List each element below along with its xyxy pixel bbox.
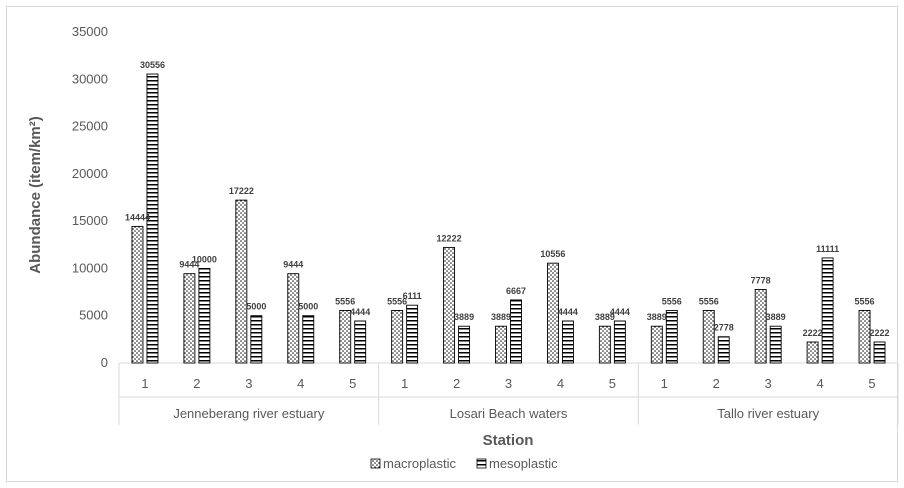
x-tick-label: 4 — [297, 376, 304, 391]
y-axis-ticks: 0 5000 10000 15000 20000 25000 30000 35000 — [72, 24, 108, 370]
bar-mesoplastic — [821, 257, 834, 364]
bar-macroplastic — [858, 310, 871, 364]
data-label-mesoplastic: 4444 — [558, 307, 578, 317]
bar-mesoplastic — [354, 320, 367, 364]
y-tick-label: 35000 — [72, 24, 108, 39]
data-label-macroplastic: 12222 — [437, 233, 462, 243]
bar-macroplastic — [806, 341, 819, 364]
bar-macroplastic — [754, 288, 767, 364]
y-tick-label: 25000 — [72, 119, 108, 134]
legend-swatch-mesoplastic — [476, 458, 487, 469]
data-label-mesoplastic: 3889 — [454, 312, 474, 322]
x-tick-label: 3 — [245, 376, 252, 391]
bar-macroplastic — [443, 246, 456, 364]
data-label-macroplastic: 9444 — [283, 260, 303, 270]
bar-mesoplastic — [146, 73, 159, 364]
group-label: Losari Beach waters — [450, 406, 568, 421]
x-tick-label: 5 — [349, 376, 356, 391]
y-axis-title: Abundance (item/km²) — [27, 116, 44, 274]
bar-mesoplastic — [510, 299, 522, 364]
data-label-mesoplastic: 2778 — [714, 323, 734, 333]
y-tick-label: 5000 — [79, 308, 108, 323]
bar-macroplastic — [391, 310, 404, 364]
data-label-mesoplastic: 5000 — [298, 302, 318, 312]
data-label-mesoplastic: 10000 — [192, 254, 217, 264]
data-label-mesoplastic: 30556 — [140, 60, 165, 70]
bar-mesoplastic — [613, 320, 626, 364]
data-label-macroplastic: 9444 — [179, 260, 199, 270]
y-tick-label: 30000 — [72, 71, 108, 86]
data-label-macroplastic: 3889 — [647, 312, 667, 322]
y-tick-label: 15000 — [72, 213, 108, 228]
data-label-macroplastic: 17222 — [229, 186, 254, 196]
x-axis: 1 2 3 4 5 Jenneberang river estuary 1 2 3 4 5 Losar… — [118, 363, 899, 425]
bar-macroplastic — [235, 199, 248, 364]
data-label-macroplastic: 2222 — [803, 328, 823, 338]
y-tick-label: 10000 — [72, 260, 108, 275]
bar-macroplastic — [287, 273, 300, 364]
bar-mesoplastic — [198, 267, 211, 364]
legend-label-mesoplastic: mesoplastic — [489, 456, 558, 471]
legend: macroplastic mesoplastic — [370, 456, 558, 471]
bar-macroplastic — [131, 225, 144, 364]
bar-mesoplastic — [406, 304, 419, 364]
bar-mesoplastic — [873, 341, 886, 364]
x-tick-label: 5 — [609, 376, 616, 391]
x-tick-label: 3 — [765, 376, 772, 391]
bar-mesoplastic — [302, 315, 315, 364]
x-tick-label: 1 — [661, 376, 668, 391]
bar-macroplastic — [598, 325, 611, 364]
data-label-mesoplastic: 5000 — [246, 302, 266, 312]
x-axis-title: Station — [483, 432, 534, 449]
x-tick-label: 1 — [401, 376, 408, 391]
data-label-mesoplastic: 2222 — [870, 328, 890, 338]
data-label-macroplastic: 3889 — [491, 312, 511, 322]
bar-mesoplastic — [717, 336, 730, 364]
data-label-macroplastic: 5556 — [699, 296, 719, 306]
bar-mesoplastic — [665, 310, 678, 364]
bar-mesoplastic — [561, 320, 574, 364]
x-tick-label: 2 — [713, 376, 720, 391]
bar-mesoplastic — [769, 325, 782, 364]
data-label-macroplastic: 10556 — [540, 249, 565, 259]
y-tick-label: 20000 — [72, 166, 108, 181]
data-label-macroplastic: 5556 — [335, 296, 355, 306]
x-tick-label: 5 — [868, 376, 875, 391]
bar-macroplastic — [702, 310, 715, 364]
x-tick-label: 1 — [141, 376, 148, 391]
data-label-mesoplastic: 4444 — [350, 307, 370, 317]
data-label-macroplastic: 7778 — [751, 275, 771, 285]
bar-mesoplastic — [458, 325, 471, 364]
x-tick-label: 2 — [193, 376, 200, 391]
data-label-mesoplastic: 5556 — [662, 296, 682, 306]
data-label-mesoplastic: 11111 — [816, 244, 839, 254]
legend-label-macroplastic: macroplastic — [383, 456, 456, 471]
x-tick-label: 2 — [453, 376, 460, 391]
x-tick-label: 4 — [816, 376, 823, 391]
data-label-mesoplastic: 4444 — [610, 307, 630, 317]
bar-macroplastic — [495, 325, 507, 364]
x-tick-label: 4 — [557, 376, 564, 391]
bar-macroplastic — [339, 310, 352, 364]
bar-mesoplastic — [250, 315, 263, 364]
bars — [131, 73, 886, 364]
data-label-mesoplastic: 6667 — [506, 286, 526, 296]
data-label-mesoplastic: 3889 — [766, 312, 786, 322]
group-label: Tallo river estuary — [717, 406, 819, 421]
group-label: Jenneberang river estuary — [173, 406, 325, 421]
y-tick-label: 0 — [101, 355, 108, 370]
x-tick-label: 3 — [505, 376, 512, 391]
data-label-macroplastic: 5556 — [855, 296, 875, 306]
data-label-macroplastic: 3889 — [595, 312, 615, 322]
data-labels: 1444430556944410000172225000944450005556… — [125, 60, 890, 338]
bar-macroplastic — [546, 262, 559, 364]
bar-macroplastic — [183, 273, 196, 364]
bar-macroplastic — [650, 325, 663, 364]
data-label-mesoplastic: 6111 — [403, 291, 422, 301]
data-label-macroplastic: 5556 — [387, 296, 407, 306]
legend-swatch-macroplastic — [370, 458, 381, 469]
data-label-macroplastic: 14444 — [125, 212, 150, 222]
